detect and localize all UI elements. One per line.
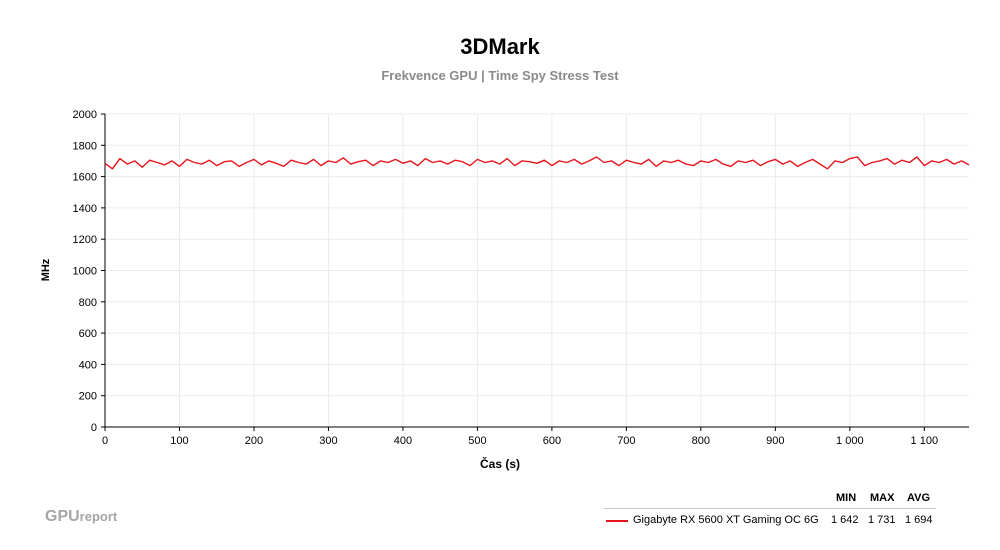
logo-light-text: report [79, 509, 118, 524]
x-tick-label: 0 [102, 435, 108, 447]
x-tick-label: 800 [692, 435, 710, 447]
legend-avg-value: 1 694 [905, 514, 933, 526]
x-tick-label: 300 [319, 435, 337, 447]
x-tick-label: 400 [394, 435, 412, 447]
y-tick-label: 1400 [73, 203, 97, 215]
chart-title: 3DMark [460, 34, 540, 59]
x-tick-label: 100 [170, 435, 188, 447]
chart-subtitle: Frekvence GPU | Time Spy Stress Test [381, 68, 619, 83]
logo-strong-text: GPU [45, 508, 80, 525]
y-tick-label: 600 [79, 328, 97, 340]
legend-swatch [606, 520, 628, 522]
y-tick-label: 1200 [73, 234, 97, 246]
y-tick-label: 1600 [73, 172, 97, 184]
legend-header: MIN MAX AVG [604, 490, 936, 509]
chart-series [104, 156, 970, 170]
x-tick-label: 600 [543, 435, 561, 447]
legend-min-value: 1 642 [831, 514, 859, 526]
gpureport-logo: GPUreport [45, 508, 117, 526]
y-tick-label: 1800 [73, 140, 97, 152]
legend-row: Gigabyte RX 5600 XT Gaming OC 6G 1 642 1… [604, 509, 936, 529]
x-tick-label: 200 [245, 435, 263, 447]
y-tick-label: 1000 [73, 266, 97, 278]
x-tick-label: 500 [468, 435, 486, 447]
legend-max-value: 1 731 [868, 514, 896, 526]
y-axis-label: MHz [40, 258, 52, 282]
y-tick-label: 400 [79, 359, 97, 371]
legend-col-avg: AVG [907, 492, 931, 504]
y-tick-label: 2000 [73, 109, 97, 121]
x-tick-label: 1 000 [836, 435, 864, 447]
x-tick-label: 1 100 [911, 435, 939, 447]
legend-series-name: Gigabyte RX 5600 XT Gaming OC 6G [633, 514, 819, 526]
x-tick-label: 700 [617, 435, 635, 447]
x-axis-label: Čas (s) [479, 457, 520, 471]
chart-legend: MIN MAX AVG Gigabyte RX 5600 XT Gaming O… [604, 490, 936, 529]
legend-col-min: MIN [836, 492, 857, 504]
x-tick-label: 900 [766, 435, 784, 447]
chart-grid [105, 113, 969, 427]
y-tick-label: 0 [91, 422, 97, 434]
y-tick-label: 200 [79, 391, 97, 403]
y-tick-label: 800 [79, 297, 97, 309]
legend-col-max: MAX [870, 492, 895, 504]
series-line [104, 156, 970, 170]
chart-ticks: 0 200 400 600 800 1000 1200 1400 1600 1800 2000 0 10… [73, 109, 939, 447]
